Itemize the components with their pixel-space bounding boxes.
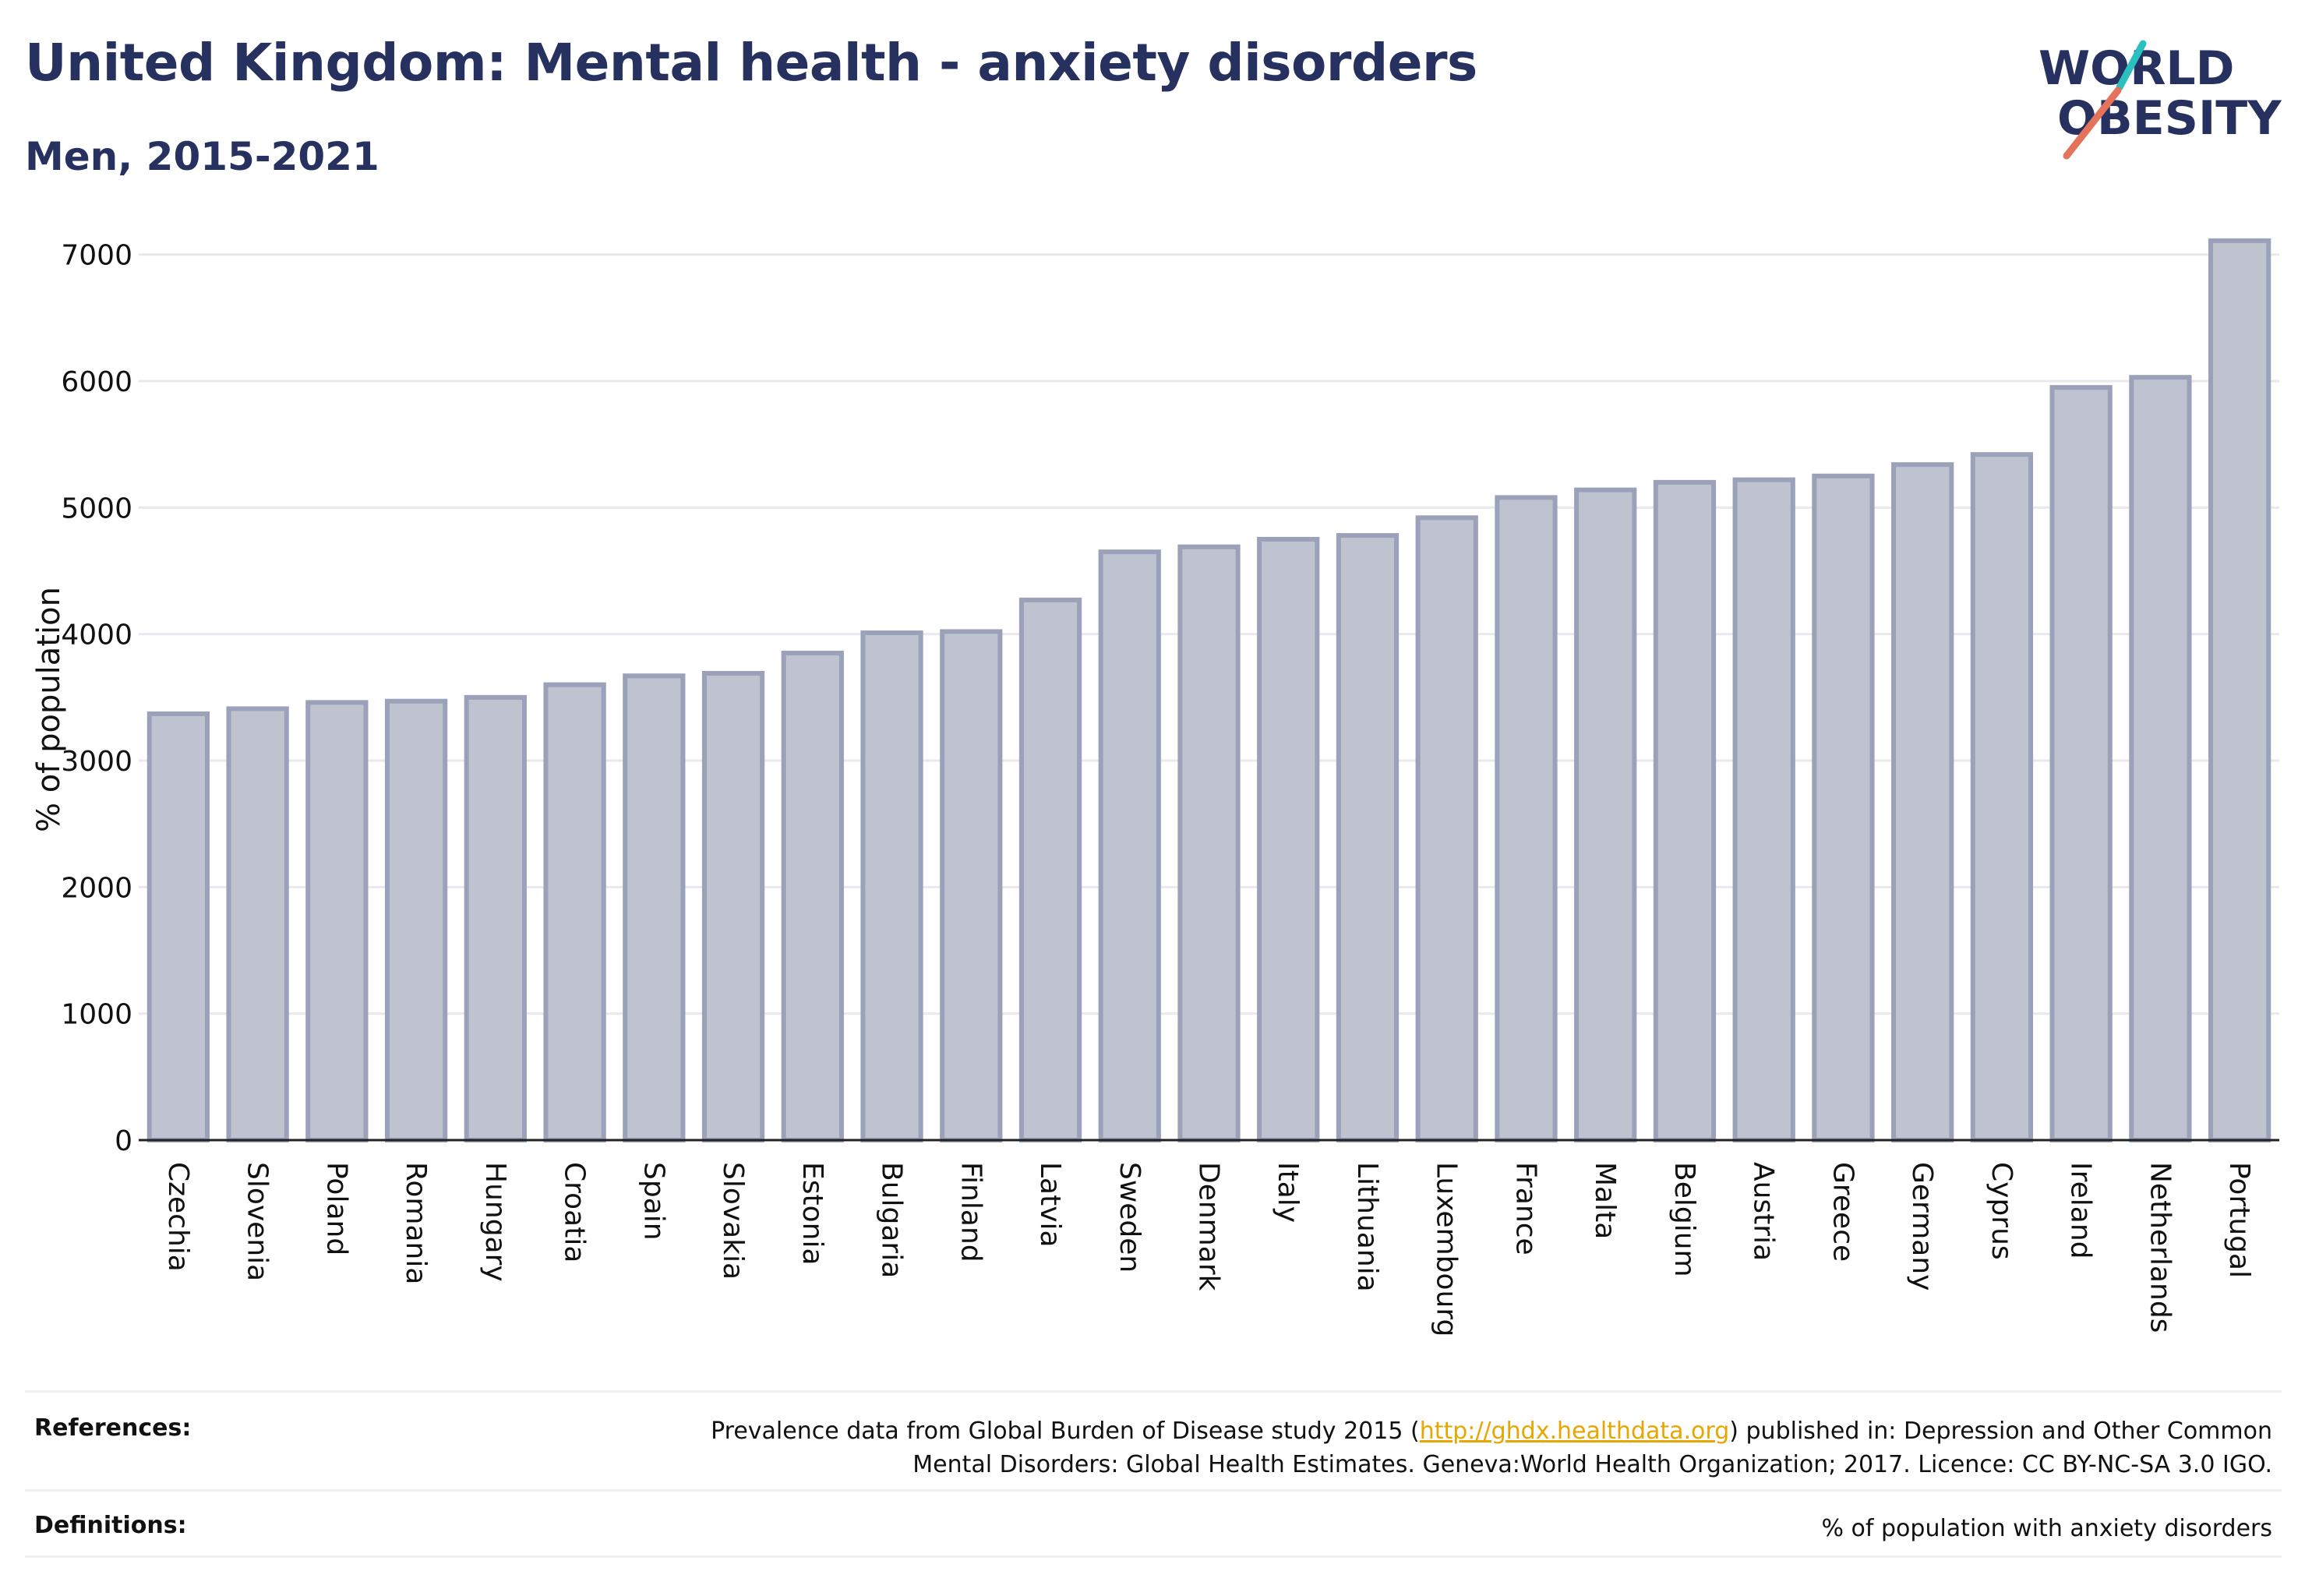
bars xyxy=(146,238,2271,1143)
references-text-after: ) published in: Depression and Other Com… xyxy=(1729,1418,2272,1445)
y-tick-label: 0 xyxy=(115,1125,132,1157)
x-tick-label: Portugal xyxy=(2223,1162,2255,1278)
bar-luxembourg xyxy=(1415,515,1478,1142)
references-row: References: Prevalence data from Global … xyxy=(25,1393,2282,1489)
y-tick-label: 6000 xyxy=(61,366,132,398)
bar-slovenia xyxy=(226,706,289,1142)
logo-slash-teal xyxy=(2116,40,2147,91)
bar-bulgaria xyxy=(860,630,923,1142)
bar-czechia xyxy=(146,711,210,1142)
definitions-row: Definitions: % of population with anxiet… xyxy=(25,1492,2282,1555)
tick-labels: 0 1000 2000 3000 4000 5000 6000 7000 Czechia Slov… xyxy=(61,240,2255,1337)
x-tick-label: Croatia xyxy=(559,1162,591,1262)
bar-slovakia xyxy=(701,671,765,1142)
bar-spain xyxy=(623,673,686,1142)
bar-denmark xyxy=(1177,544,1241,1142)
x-tick-label: Slovakia xyxy=(717,1162,749,1280)
bar-austria xyxy=(1732,477,1795,1142)
x-tick-label: Spain xyxy=(637,1162,669,1241)
bar-estonia xyxy=(781,651,844,1142)
world-obesity-logo: WORLD OBESITY xyxy=(2038,40,2282,160)
bar-malta xyxy=(1574,487,1637,1142)
x-tick-label: Belgium xyxy=(1668,1162,1700,1277)
x-tick-label: Estonia xyxy=(796,1162,828,1266)
x-tick-label: France xyxy=(1509,1162,1541,1255)
x-tick-label: Bulgaria xyxy=(876,1162,908,1278)
x-tick-label: Germany xyxy=(1906,1162,1938,1291)
x-tick-label: Romania xyxy=(400,1162,432,1284)
x-tick-label: Lithuania xyxy=(1351,1162,1383,1292)
bar-belgium xyxy=(1653,479,1717,1142)
footer-divider-top xyxy=(25,1390,2282,1393)
footer-divider-bottom xyxy=(25,1555,2282,1558)
x-tick-label: Netherlands xyxy=(2144,1162,2176,1333)
references-text-line2: Mental Disorders: Global Health Estimate… xyxy=(912,1451,2272,1478)
bar-romania xyxy=(384,698,448,1142)
y-tick-label: 7000 xyxy=(61,240,132,272)
logo-slash-red xyxy=(2063,87,2122,160)
bar-latvia xyxy=(1018,597,1082,1142)
y-tick-label: 2000 xyxy=(61,872,132,904)
x-tick-label: Czechia xyxy=(162,1162,194,1272)
bar-lithuania xyxy=(1336,533,1400,1142)
x-tick-label: Hungary xyxy=(479,1162,511,1282)
bar-ireland xyxy=(2049,385,2113,1142)
bar-italy xyxy=(1257,536,1320,1142)
x-tick-label: Austria xyxy=(1748,1162,1780,1261)
definitions-label: Definitions: xyxy=(34,1512,187,1539)
x-tick-label: Denmark xyxy=(1193,1162,1225,1291)
bar-greece xyxy=(1812,473,1875,1142)
x-tick-label: Cyprus xyxy=(1986,1162,2017,1260)
definitions-text: % of population with anxiety disorders xyxy=(1821,1515,2272,1542)
x-tick-label: Poland xyxy=(320,1162,352,1255)
footer: References: Prevalence data from Global … xyxy=(25,1390,2282,1558)
footer-divider-middle xyxy=(25,1489,2282,1492)
x-tick-label: Italy xyxy=(1272,1162,1304,1223)
chart-subtitle: Men, 2015-2021 xyxy=(25,134,379,179)
references-text-before: Prevalence data from Global Burden of Di… xyxy=(711,1418,1420,1445)
bar-finland xyxy=(940,629,1003,1142)
references-text: Prevalence data from Global Burden of Di… xyxy=(711,1414,2272,1481)
y-tick-label: 1000 xyxy=(61,999,132,1031)
bar-france xyxy=(1495,495,1558,1142)
bar-portugal xyxy=(2208,238,2271,1143)
bar-croatia xyxy=(543,682,606,1142)
y-tick-label: 3000 xyxy=(61,746,132,778)
x-tick-label: Greece xyxy=(1827,1162,1858,1262)
bar-cyprus xyxy=(1970,452,2034,1142)
y-axis-label: % of population xyxy=(31,587,67,832)
bar-poland xyxy=(305,700,369,1142)
x-tick-label: Slovenia xyxy=(242,1162,274,1281)
y-tick-label: 5000 xyxy=(61,493,132,524)
bar-hungary xyxy=(464,694,527,1142)
x-tick-label: Finland xyxy=(955,1162,987,1262)
chart-title: United Kingdom: Mental health - anxiety … xyxy=(25,33,1477,93)
x-tick-label: Ireland xyxy=(2065,1162,2097,1259)
bar-netherlands xyxy=(2129,375,2192,1142)
x-tick-label: Sweden xyxy=(1114,1162,1145,1273)
x-tick-label: Latvia xyxy=(1034,1162,1066,1248)
references-link[interactable]: http://ghdx.healthdata.org xyxy=(1419,1418,1730,1445)
y-tick-label: 4000 xyxy=(61,620,132,651)
x-tick-label: Malta xyxy=(1589,1162,1621,1239)
bar-germany xyxy=(1891,462,1954,1142)
references-label: References: xyxy=(34,1414,192,1442)
bar-sweden xyxy=(1098,549,1161,1142)
bar-chart: 0 1000 2000 3000 4000 5000 6000 7000 Czechia Slov… xyxy=(31,238,2279,1337)
x-tick-label: Luxembourg xyxy=(1431,1162,1463,1336)
